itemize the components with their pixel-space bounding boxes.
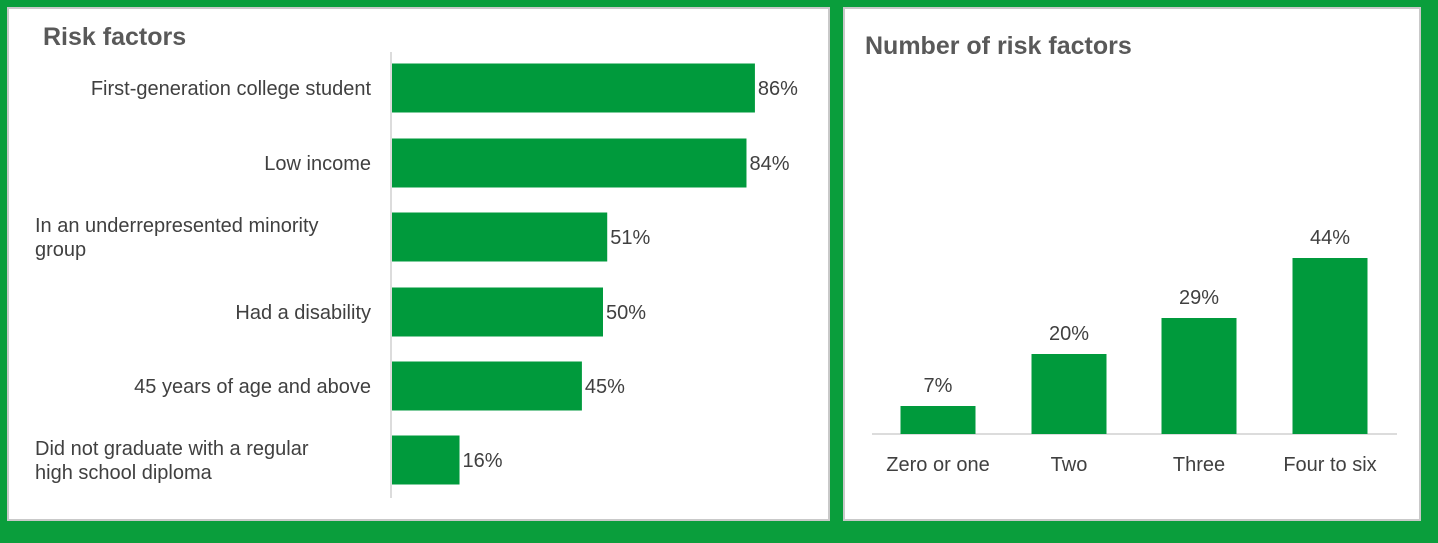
chart-title: Number of risk factors: [865, 32, 1132, 60]
bar: [392, 435, 460, 485]
category-label: In an underrepresented minority group: [35, 215, 319, 261]
category-label: Did not graduate with a regular high scho…: [35, 438, 309, 484]
bar: [1292, 258, 1368, 434]
category-label: Two: [1051, 454, 1088, 476]
category-label: Four to six: [1283, 454, 1376, 476]
category-label: Had a disability: [235, 302, 371, 324]
value-label: 7%: [924, 375, 953, 397]
bar: [392, 63, 755, 113]
value-label: 20%: [1049, 323, 1089, 345]
category-label: 45 years of age and above: [134, 376, 371, 398]
category-label: First-generation college student: [91, 78, 372, 100]
category-label: Zero or one: [886, 454, 989, 476]
number-of-risk-factors-panel: Number of risk factors 7% Zero or one 20% T…: [843, 7, 1421, 521]
bar: [1031, 354, 1107, 434]
value-label: 86%: [758, 78, 798, 100]
bar: [392, 287, 603, 337]
value-label: 84%: [749, 153, 789, 175]
value-label: 45%: [585, 376, 625, 398]
bar: [392, 361, 582, 411]
category-label: Three: [1173, 454, 1225, 476]
value-label: 51%: [610, 227, 650, 249]
value-label: 44%: [1310, 227, 1350, 249]
risk-factors-chart: Risk factors 86% First-generation college…: [35, 23, 798, 498]
value-label: 50%: [606, 302, 646, 324]
value-label: 29%: [1179, 287, 1219, 309]
bar: [1161, 318, 1237, 434]
value-label: 16%: [463, 450, 503, 472]
number-of-risk-factors-chart: Number of risk factors 7% Zero or one 20% T…: [865, 32, 1397, 476]
bar: [392, 212, 608, 262]
bar: [900, 406, 976, 434]
bar: [392, 138, 747, 188]
chart-title: Risk factors: [43, 23, 186, 51]
risk-factors-panel: Risk factors 86% First-generation college…: [7, 7, 830, 521]
category-label: Low income: [264, 153, 371, 175]
